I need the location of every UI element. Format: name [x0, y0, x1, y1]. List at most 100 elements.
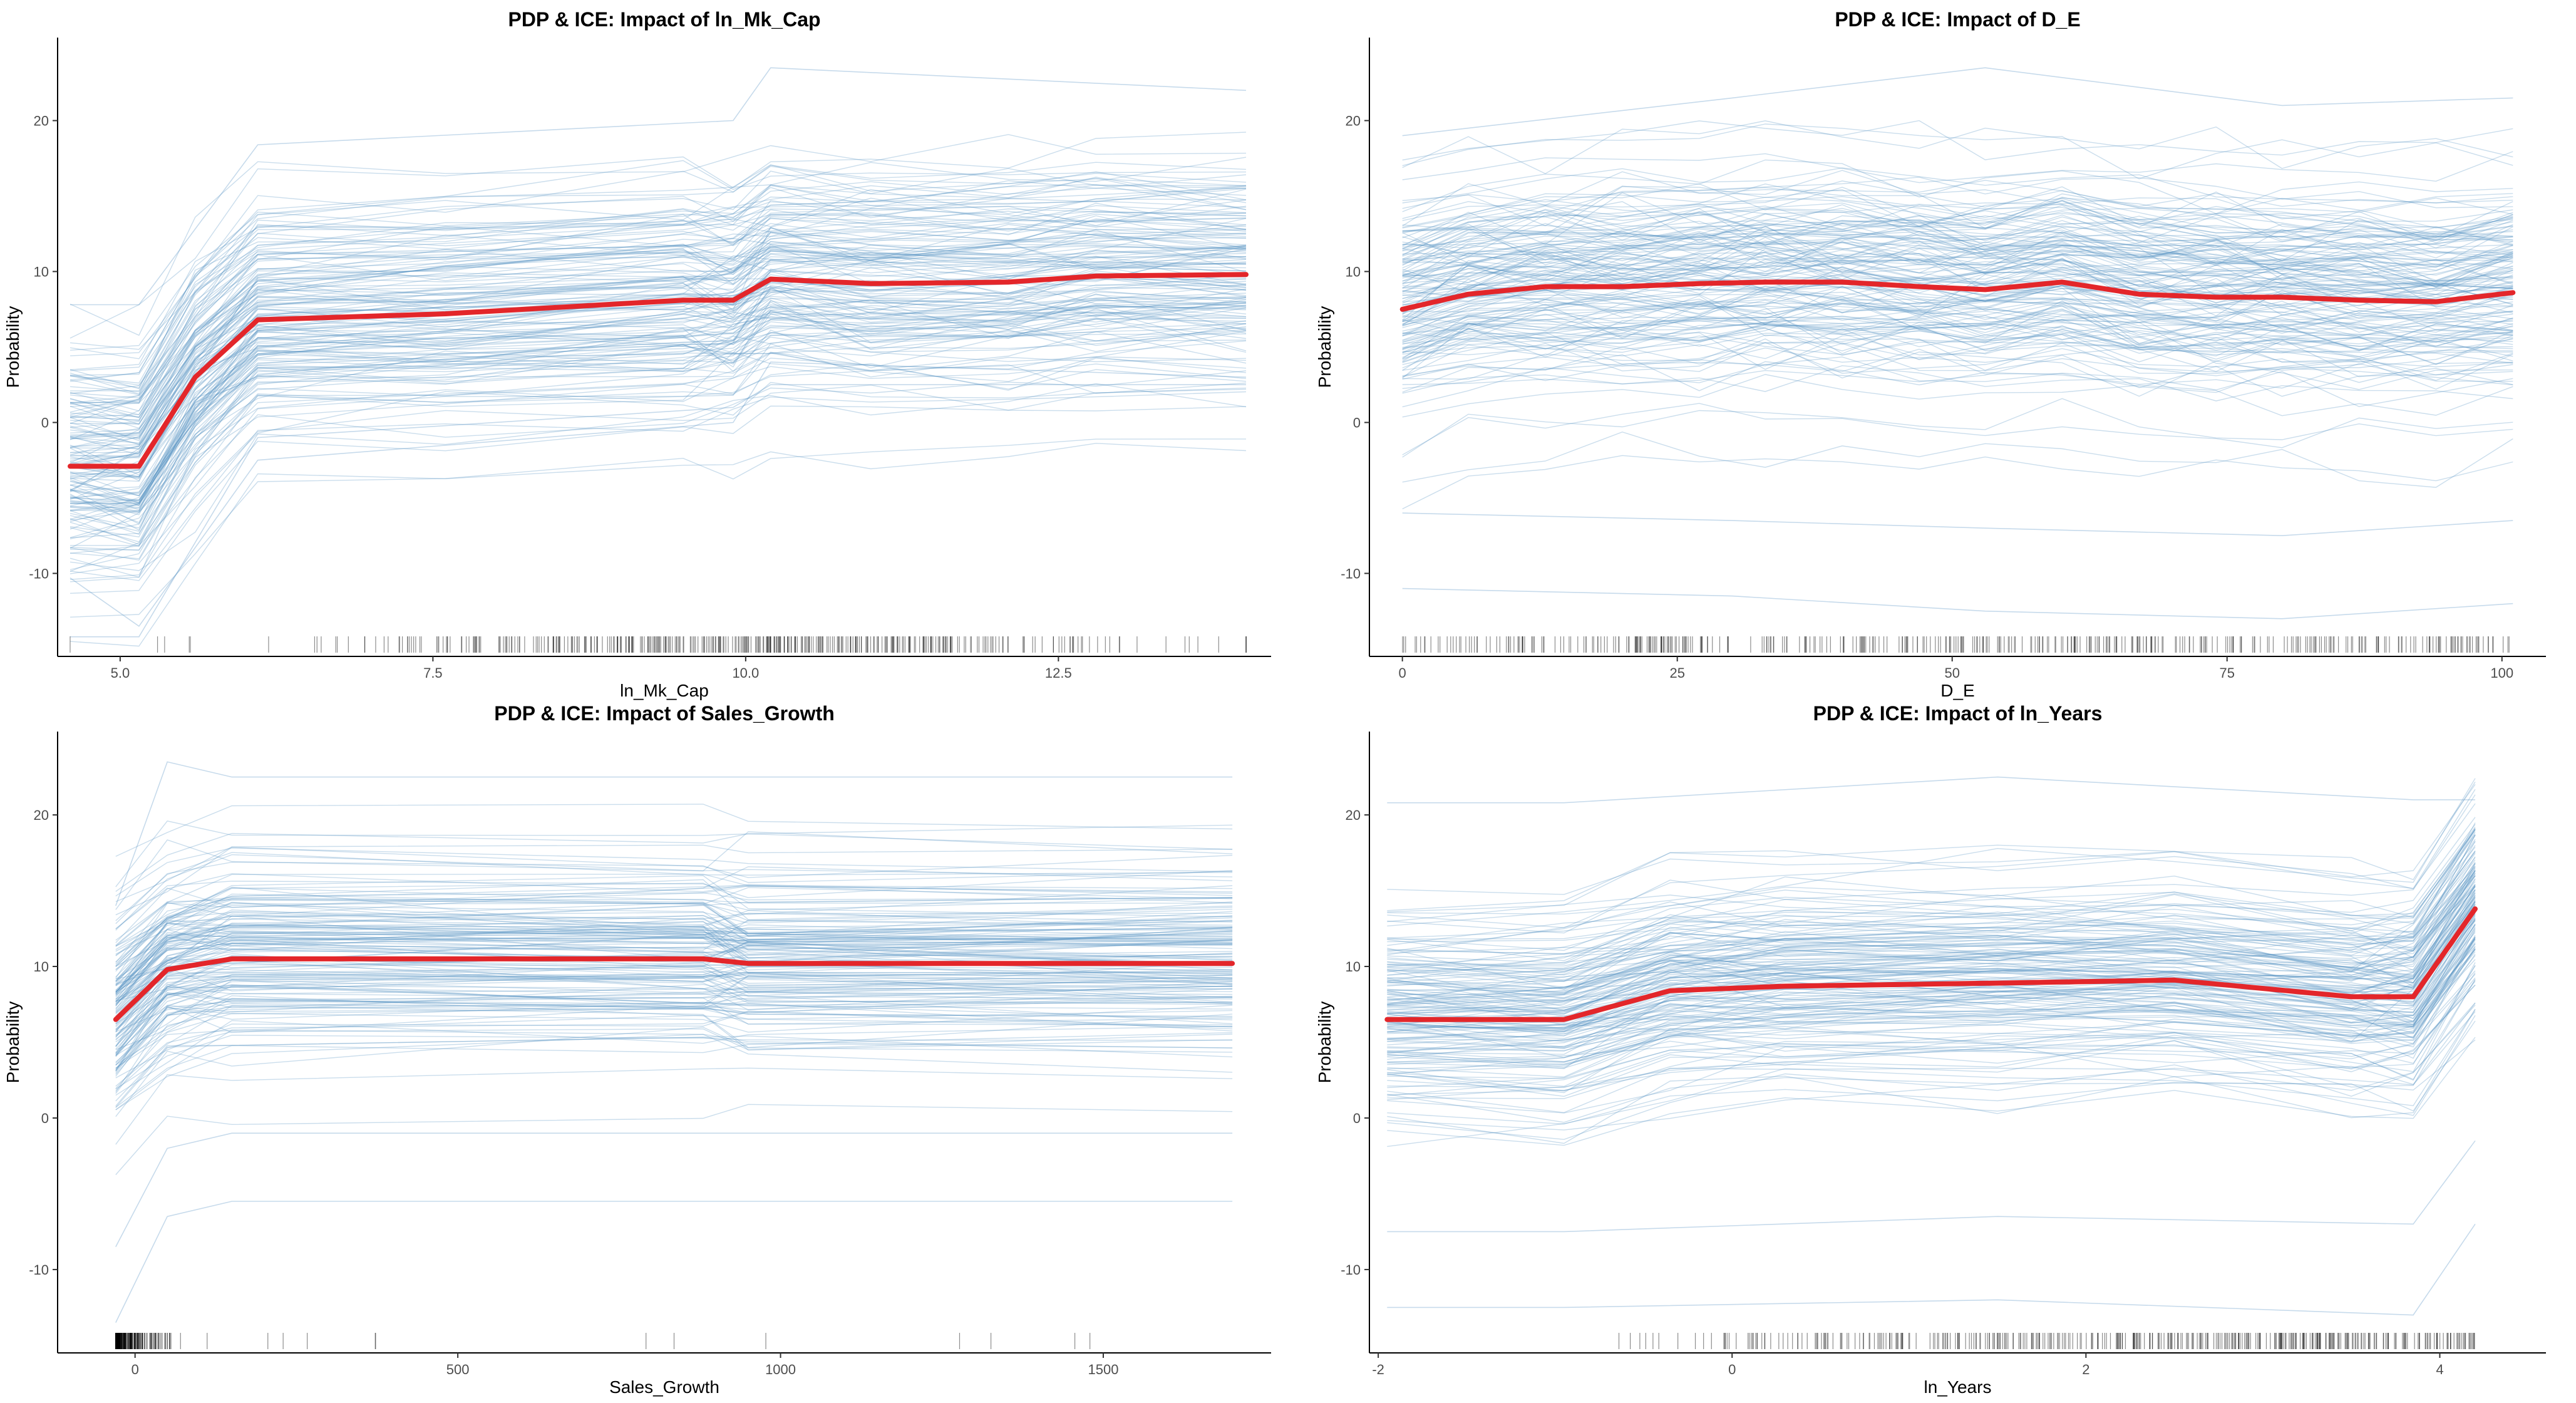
ice-line	[1387, 904, 2476, 1004]
ice-line	[1387, 910, 2476, 1025]
ice-line	[115, 986, 1233, 1054]
ice-line	[115, 926, 1233, 1007]
ice-line	[70, 177, 1247, 376]
ice-line	[1387, 936, 2476, 1052]
ice-line	[1387, 890, 2476, 1031]
ice-line	[115, 943, 1233, 1007]
ice-line	[115, 1020, 1233, 1096]
ice-line	[70, 177, 1247, 395]
ice-line	[115, 1002, 1233, 1093]
ice-line	[70, 288, 1247, 506]
ice-line	[70, 364, 1247, 546]
ice-line	[1387, 886, 2476, 1001]
ice-line	[115, 913, 1233, 978]
ice-line	[1387, 822, 2476, 966]
ice-line	[115, 844, 1233, 903]
ice-line	[1387, 866, 2476, 971]
panels: PDP & ICE: Impact of ln_Mk_Cap 5.0 7.5 10.0…	[3, 8, 2546, 1397]
ice-line	[115, 917, 1233, 986]
ice-line	[1402, 237, 2513, 276]
ice-line	[115, 986, 1233, 1070]
ice-line	[1387, 924, 2476, 1050]
ice-line	[70, 320, 1247, 529]
ice-line	[1387, 845, 2476, 964]
x-tick-label: 1000	[765, 1362, 796, 1377]
ice-line	[1387, 861, 2476, 992]
ice-line	[115, 933, 1233, 995]
ice-line	[115, 971, 1233, 1040]
ice-line	[70, 241, 1247, 462]
ice-line	[1387, 789, 2476, 928]
ice-line	[115, 924, 1233, 1010]
ice-line	[1402, 342, 2513, 383]
ice-line	[1387, 1002, 2476, 1099]
ice-line	[1387, 870, 2476, 1002]
ice-line	[115, 936, 1233, 986]
ice-line	[70, 246, 1247, 443]
ice-line	[1387, 942, 2476, 1070]
ice-line	[1387, 873, 2476, 980]
ice-line	[115, 1005, 1233, 1091]
ice-line	[1387, 946, 2476, 1034]
ice-line	[1387, 782, 2476, 895]
ice-line	[1387, 944, 2476, 1052]
ice-line	[1402, 232, 2513, 291]
ice-line	[1402, 208, 2513, 248]
ice-line	[1402, 225, 2513, 271]
ice-line	[70, 287, 1247, 504]
ice-line	[115, 897, 1233, 955]
ice-line	[70, 307, 1247, 513]
ice-line	[70, 298, 1247, 511]
ice-line	[1402, 259, 2513, 298]
ice-line	[70, 370, 1247, 580]
ice-line	[1387, 884, 2476, 976]
ice-line	[1402, 279, 2513, 322]
ice-line	[1387, 948, 2476, 1049]
ice-line	[70, 312, 1247, 521]
ice-line	[1402, 329, 2513, 381]
ice-line	[1387, 938, 2476, 1065]
ice-line	[115, 854, 1233, 931]
ice-line	[115, 932, 1233, 1001]
ice-line	[1387, 900, 2476, 1021]
ice-line	[1402, 254, 2513, 293]
ice-line	[70, 212, 1247, 428]
ice-line	[1402, 227, 2513, 269]
ice-line-outlier	[70, 361, 1247, 627]
ice-line	[115, 937, 1233, 1002]
ice-line	[1402, 191, 2513, 241]
ice-line	[1387, 930, 2476, 1054]
ice-line	[1387, 938, 2476, 1040]
ice-line	[115, 912, 1233, 965]
ice-line	[1402, 259, 2513, 308]
ice-line	[1402, 253, 2513, 303]
ice-line	[1402, 171, 2513, 227]
ice-line	[1402, 183, 2513, 246]
ice-line	[1402, 313, 2513, 362]
ice-line	[1387, 846, 2476, 978]
ice-line	[1387, 841, 2476, 965]
ice-line	[1387, 863, 2476, 1013]
ice-line	[1387, 981, 2476, 1097]
ice-line	[1402, 229, 2513, 266]
ice-line	[70, 185, 1247, 371]
rug	[1402, 636, 2510, 653]
ice-line	[70, 305, 1247, 507]
ice-line	[1402, 232, 2513, 284]
ice-line	[115, 909, 1233, 993]
ice-line	[115, 928, 1233, 993]
ice-line	[70, 230, 1247, 422]
ice-line	[70, 261, 1247, 468]
ice-line	[1402, 338, 2513, 397]
ice-line	[70, 311, 1247, 509]
ice-line	[1402, 322, 2513, 357]
ice-line	[1402, 266, 2513, 317]
ice-line	[1402, 187, 2513, 222]
ice-line	[70, 160, 1247, 351]
ice-line	[1402, 220, 2513, 266]
ice-line	[1387, 886, 2476, 993]
ice-line	[1387, 881, 2476, 983]
ice-line	[1387, 923, 2476, 1040]
x-axis-title: ln_Years	[1924, 1377, 1992, 1397]
ice-line	[70, 255, 1247, 453]
